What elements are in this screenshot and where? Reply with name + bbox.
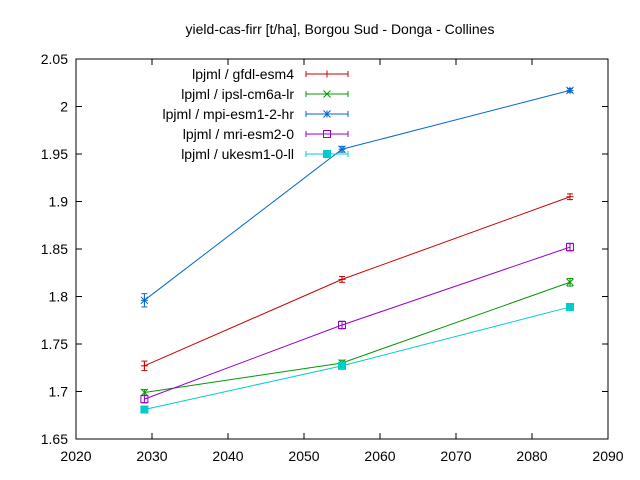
legend-label: lpjml / ukesm1-0-ll — [181, 146, 294, 162]
plot-frame — [75, 58, 609, 440]
series-gfdl-esm4 — [140, 193, 574, 372]
data-point-marker — [323, 70, 331, 78]
legend-entry: lpjml / ipsl-cm6a-lr — [181, 86, 349, 102]
series-mri-esm2-0 — [140, 242, 574, 404]
data-point-marker — [140, 388, 149, 397]
series-mpi-esm1-2-hr — [140, 86, 574, 308]
x-tick-label: 2090 — [592, 448, 623, 464]
legend-entry: lpjml / gfdl-esm4 — [192, 66, 349, 82]
legend-entry: lpjml / mpi-esm1-2-hr — [163, 106, 349, 122]
y-tick-label: 1.9 — [49, 194, 69, 210]
legend-label: lpjml / mpi-esm1-2-hr — [163, 106, 295, 122]
data-point-marker — [140, 296, 149, 305]
series-layer — [140, 86, 574, 414]
chart-title: yield-cas-firr [t/ha], Borgou Sud - Dong… — [186, 21, 495, 37]
legend-label: lpjml / gfdl-esm4 — [192, 66, 294, 82]
data-point-marker — [338, 361, 346, 370]
y-tick-label: 2 — [60, 99, 68, 115]
legend-entry: lpjml / ukesm1-0-ll — [181, 146, 349, 162]
y-tick-label: 1.75 — [41, 336, 68, 352]
x-tick-label: 2040 — [212, 448, 243, 464]
data-point-marker — [566, 193, 574, 201]
data-point-marker — [338, 321, 346, 329]
data-point-marker — [140, 405, 149, 414]
y-tick-label: 1.65 — [41, 431, 68, 447]
x-tick-label: 2030 — [136, 448, 167, 464]
data-point-marker — [566, 86, 574, 95]
y-tick-label: 1.95 — [41, 146, 68, 162]
data-point-marker — [323, 130, 331, 138]
y-tick-label: 2.05 — [41, 51, 68, 67]
x-tick-label: 2080 — [516, 448, 547, 464]
x-tick-label: 2020 — [60, 448, 91, 464]
data-point-marker — [140, 362, 148, 370]
data-point-marker — [338, 275, 346, 283]
y-tick-label: 1.85 — [41, 241, 68, 257]
y-tick-label: 1.7 — [49, 384, 69, 400]
legend-entry: lpjml / mri-esm2-0 — [183, 126, 349, 142]
series-ukesm1-0-ll — [140, 302, 574, 414]
legend-label: lpjml / ipsl-cm6a-lr — [181, 86, 294, 102]
x-tick-label: 2060 — [364, 448, 395, 464]
data-point-marker — [566, 278, 574, 287]
data-point-marker — [323, 150, 331, 158]
series-line — [144, 306, 571, 411]
legend-label: lpjml / mri-esm2-0 — [183, 126, 294, 142]
legend: lpjml / gfdl-esm4 lpjml / ipsl-cm6a-lr lpj… — [163, 66, 349, 162]
x-tick-label: 2050 — [288, 448, 319, 464]
data-point-marker — [566, 243, 574, 252]
data-point-marker — [140, 395, 149, 404]
data-point-marker — [566, 302, 574, 311]
axes: 2020 2030 2040 2050 2060 2070 2080 2090 1.65 1.7 1… — [41, 51, 624, 464]
series-line — [144, 281, 571, 393]
data-point-marker — [323, 110, 331, 118]
series-line — [144, 196, 571, 367]
x-tick-label: 2070 — [440, 448, 471, 464]
data-point-marker — [323, 90, 331, 98]
y-tick-label: 1.8 — [49, 289, 69, 305]
data-point-marker — [338, 145, 346, 154]
series-ipsl-cm6a-lr — [140, 277, 574, 397]
